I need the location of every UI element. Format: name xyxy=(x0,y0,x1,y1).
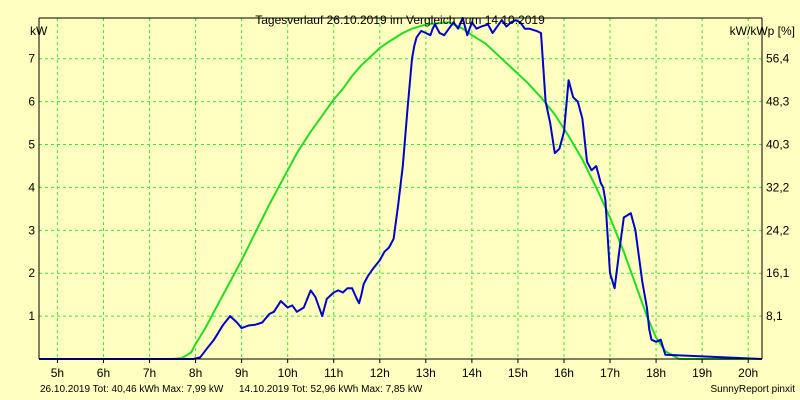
y-tick-label-left: 3 xyxy=(28,223,35,237)
x-tick-label: 14h xyxy=(462,366,482,380)
x-tick-label: 20h xyxy=(738,366,758,380)
series-line-26-10-2019 xyxy=(39,17,763,360)
y-tick-label-left: 4 xyxy=(28,180,35,194)
y-tick-label-right: 56,4 xyxy=(766,52,790,66)
x-tick-label: 13h xyxy=(416,366,436,380)
y-tick-label-right: 48,3 xyxy=(766,95,790,109)
footer-credit: SunnyReport pinxit xyxy=(711,384,796,395)
x-tick-label: 11h xyxy=(324,366,343,380)
x-tick-label: 15h xyxy=(508,366,528,380)
y-axis-label-left: kW xyxy=(30,24,48,38)
x-tick-label: 5h xyxy=(51,366,64,380)
axes xyxy=(38,17,763,360)
y-tick-label-right: 24,2 xyxy=(766,223,790,237)
y-tick-label-left: 6 xyxy=(28,95,35,109)
x-tick-label: 9h xyxy=(235,366,248,380)
y-tick-label-right: 16,1 xyxy=(766,266,790,280)
y-tick-label-right: 40,3 xyxy=(766,138,790,152)
x-tick-label: 7h xyxy=(143,366,156,380)
legend-series-2: 14.10.2019 Tot: 52,96 kWh Max: 7,85 kW xyxy=(239,384,423,395)
tick-labels: 5h 6h 7h 8h 9h 10h 11h 12h 13h 14h 15h 16h 17h 18h 19h… xyxy=(28,52,789,380)
y-axis-label-right: kW/kWp [%] xyxy=(730,24,795,38)
x-tick-label: 10h xyxy=(278,366,298,380)
x-tick-label: 17h xyxy=(600,366,620,380)
x-tick-label: 16h xyxy=(554,366,574,380)
y-tick-label-right: 8,1 xyxy=(766,309,783,323)
y-tick-label-right: 32,2 xyxy=(766,180,790,194)
x-tick-label: 18h xyxy=(646,366,666,380)
y-tick-label-left: 7 xyxy=(28,52,35,66)
chart-title: Tagesverlauf 26.10.2019 im Vergleich zum… xyxy=(255,13,545,27)
series-line-14-10-2019 xyxy=(39,21,762,360)
y-tick-label-left: 2 xyxy=(28,266,35,280)
y-tick-label-left: 1 xyxy=(28,309,35,323)
y-tick-label-left: 5 xyxy=(28,138,35,152)
x-tick-label: 6h xyxy=(97,366,110,380)
x-tick-label: 8h xyxy=(189,366,202,380)
gridlines xyxy=(39,18,762,359)
series-lines xyxy=(39,17,763,360)
x-tick-label: 12h xyxy=(370,366,390,380)
legend-series-1: 26.10.2019 Tot: 40,46 kWh Max: 7,99 kW xyxy=(40,384,224,395)
x-tick-label: 19h xyxy=(692,366,712,380)
